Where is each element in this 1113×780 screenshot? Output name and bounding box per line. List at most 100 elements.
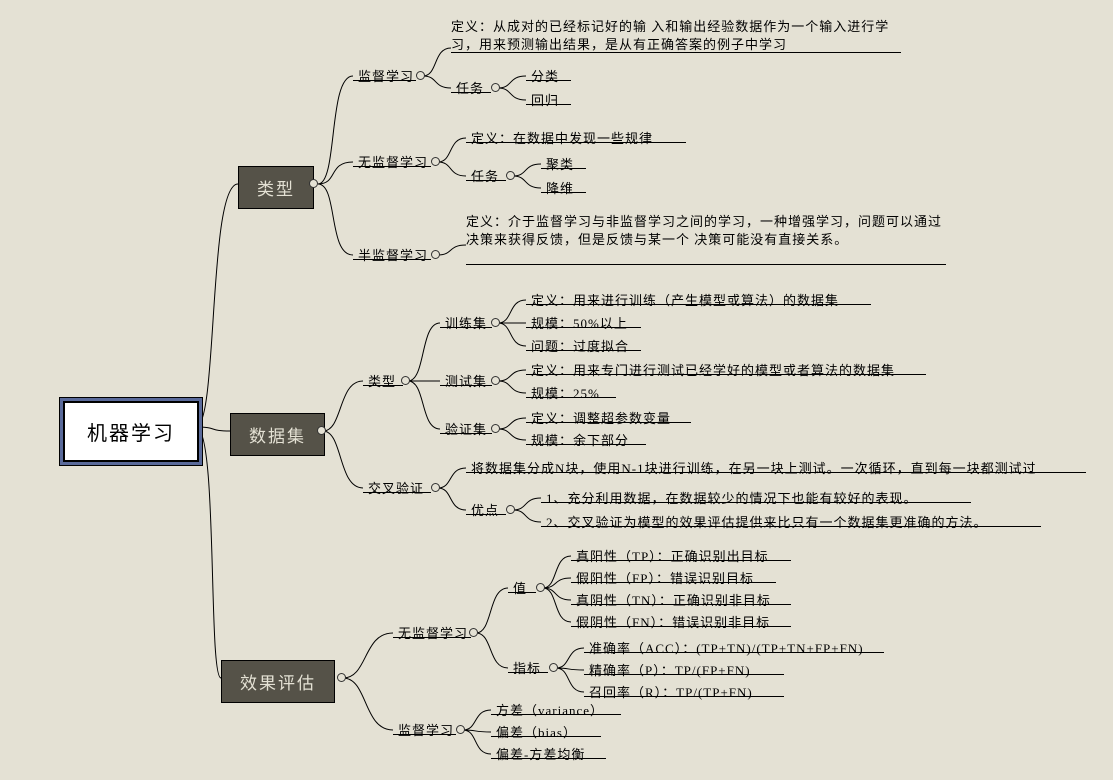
toggle-dot[interactable] bbox=[491, 318, 500, 327]
ul bbox=[526, 444, 646, 445]
ul bbox=[440, 385, 492, 386]
sup-variance: 方差（variance） bbox=[496, 700, 604, 719]
ul bbox=[584, 652, 884, 653]
unsup-tasks-label[interactable]: 任务 bbox=[471, 166, 499, 185]
ul bbox=[440, 433, 492, 434]
toggle-dot[interactable] bbox=[491, 424, 500, 433]
metrics-label[interactable]: 指标 bbox=[513, 658, 541, 677]
root-node[interactable]: 机器学习 bbox=[63, 401, 199, 462]
val-fn: 假阴性（FN）：错误识别非目标 bbox=[576, 612, 770, 631]
eval-unsup[interactable]: 无监督学习 bbox=[398, 623, 468, 642]
ul bbox=[466, 142, 686, 143]
cv-adv-label[interactable]: 优点 bbox=[471, 500, 499, 519]
unsup-def: 定义：在数据中发现一些规律 bbox=[471, 128, 653, 147]
val-fp: 假阳性（FP）：错误识别目标 bbox=[576, 568, 754, 587]
metric-acc: 准确率（ACC）：(TP+TN)/(TP+TN+FP+FN) bbox=[589, 638, 864, 657]
supervised-tasks-label[interactable]: 任务 bbox=[456, 78, 484, 97]
toggle-dot[interactable] bbox=[431, 250, 440, 259]
ul bbox=[526, 397, 616, 398]
ul bbox=[571, 604, 791, 605]
toggle-dot[interactable] bbox=[416, 71, 425, 80]
ul bbox=[526, 304, 871, 305]
ul bbox=[571, 626, 791, 627]
toggle-dot[interactable] bbox=[317, 426, 326, 435]
valid-scale: 规模：余下部分 bbox=[531, 430, 629, 449]
ul bbox=[466, 180, 506, 181]
ul bbox=[541, 168, 586, 169]
toggle-dot[interactable] bbox=[536, 583, 545, 592]
ul bbox=[353, 80, 416, 81]
values-label[interactable]: 值 bbox=[513, 578, 527, 597]
branch-types[interactable]: 类型 bbox=[238, 166, 314, 209]
toggle-dot[interactable] bbox=[401, 376, 410, 385]
ul bbox=[363, 385, 403, 386]
train-scale: 规模：50%以上 bbox=[531, 313, 628, 332]
toggle-dot[interactable] bbox=[506, 171, 515, 180]
toggle-dot[interactable] bbox=[431, 483, 440, 492]
ul bbox=[451, 52, 901, 53]
ul bbox=[353, 259, 431, 260]
ul bbox=[466, 514, 506, 515]
ul bbox=[571, 582, 776, 583]
ul bbox=[393, 734, 456, 735]
toggle-dot[interactable] bbox=[491, 83, 500, 92]
ul bbox=[451, 92, 491, 93]
toggle-dot[interactable] bbox=[337, 673, 346, 682]
val-tp: 真阳性（TP）：正确识别出目标 bbox=[576, 546, 769, 565]
task-clustering: 聚类 bbox=[546, 154, 574, 173]
ul bbox=[541, 502, 971, 503]
ul bbox=[353, 166, 431, 167]
ul bbox=[491, 714, 621, 715]
ul bbox=[526, 80, 571, 81]
toggle-dot[interactable] bbox=[431, 157, 440, 166]
train-label[interactable]: 训练集 bbox=[445, 313, 487, 332]
train-def: 定义：用来进行训练（产生模型或算法）的数据集 bbox=[531, 290, 839, 309]
ul bbox=[571, 560, 791, 561]
ul bbox=[393, 637, 471, 638]
branch-dataset[interactable]: 数据集 bbox=[230, 413, 325, 456]
toggle-dot[interactable] bbox=[469, 628, 478, 637]
test-scale: 规模：25% bbox=[531, 383, 600, 402]
toggle-dot[interactable] bbox=[506, 505, 515, 514]
ul bbox=[508, 592, 536, 593]
ul bbox=[584, 674, 784, 675]
ul bbox=[541, 526, 1041, 527]
cv-adv-2: 2、交叉验证为模型的效果评估提供来比只有一个数据集更准确的方法。 bbox=[546, 512, 988, 531]
ul bbox=[526, 350, 641, 351]
metric-p: 精确率（P）：TP/(FP+FN) bbox=[589, 660, 751, 679]
cv-label[interactable]: 交叉验证 bbox=[368, 478, 424, 497]
cv-desc: 将数据集分成N块，使用N-1块进行训练，在另一块上测试。一次循环，直到每一块都测… bbox=[471, 458, 1037, 477]
valid-def: 定义：调整超参数变量 bbox=[531, 408, 671, 427]
val-tn: 真阴性（TN）：正确识别非目标 bbox=[576, 590, 771, 609]
ul bbox=[541, 192, 586, 193]
metric-r: 召回率（R）：TP/(TP+FN) bbox=[589, 682, 753, 701]
ul bbox=[508, 672, 548, 673]
ul bbox=[491, 736, 601, 737]
branch-eval[interactable]: 效果评估 bbox=[221, 660, 335, 703]
ul bbox=[466, 264, 946, 265]
supervised-def: 定义：从成对的已经标记好的输 入和输出经验数据作为一个输入进行学习，用来预测输出… bbox=[451, 18, 901, 53]
ul bbox=[466, 472, 1086, 473]
ul bbox=[584, 696, 784, 697]
eval-sup[interactable]: 监督学习 bbox=[398, 720, 454, 739]
node-supervised[interactable]: 监督学习 bbox=[358, 66, 414, 85]
train-problem: 问题：过度拟合 bbox=[531, 336, 629, 355]
toggle-dot[interactable] bbox=[456, 725, 465, 734]
node-semi[interactable]: 半监督学习 bbox=[358, 245, 428, 264]
dataset-type-label[interactable]: 类型 bbox=[368, 371, 396, 390]
test-label[interactable]: 测试集 bbox=[445, 371, 487, 390]
toggle-dot[interactable] bbox=[491, 376, 500, 385]
task-regression: 回归 bbox=[531, 90, 559, 109]
semi-def: 定义：介于监督学习与非监督学习之间的学习，一种增强学习，问题可以通过决策来获得反… bbox=[466, 213, 946, 248]
ul bbox=[526, 104, 571, 105]
toggle-dot[interactable] bbox=[549, 663, 558, 672]
sup-bias: 偏差（bias） bbox=[496, 722, 577, 741]
ul bbox=[526, 327, 641, 328]
valid-label[interactable]: 验证集 bbox=[445, 419, 487, 438]
cv-adv-1: 1、充分利用数据，在数据较少的情况下也能有较好的表现。 bbox=[546, 488, 918, 507]
node-unsupervised[interactable]: 无监督学习 bbox=[358, 152, 428, 171]
ul bbox=[491, 758, 606, 759]
toggle-dot[interactable] bbox=[309, 179, 318, 188]
task-dimreduce: 降维 bbox=[546, 178, 574, 197]
ul bbox=[526, 422, 691, 423]
